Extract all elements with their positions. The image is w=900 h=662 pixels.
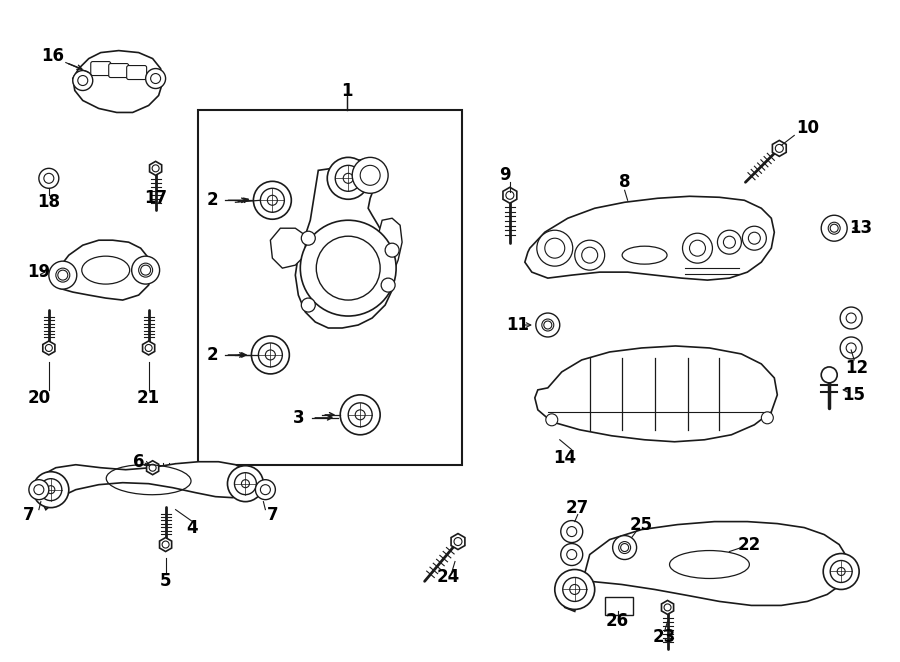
Circle shape — [301, 220, 396, 316]
Text: 10: 10 — [796, 119, 819, 138]
Text: 5: 5 — [160, 573, 171, 591]
Polygon shape — [43, 341, 55, 355]
Polygon shape — [73, 50, 163, 113]
Circle shape — [561, 520, 582, 543]
Circle shape — [821, 367, 837, 383]
Circle shape — [146, 69, 166, 89]
Circle shape — [29, 480, 49, 500]
Circle shape — [717, 230, 742, 254]
Polygon shape — [147, 461, 158, 475]
Bar — [605, 597, 633, 616]
Text: 3: 3 — [292, 409, 304, 427]
Polygon shape — [378, 218, 402, 290]
Text: 9: 9 — [500, 166, 510, 184]
Text: 15: 15 — [842, 386, 866, 404]
Circle shape — [545, 414, 558, 426]
Circle shape — [561, 544, 582, 565]
Text: 23: 23 — [652, 628, 676, 646]
Text: 27: 27 — [566, 498, 590, 516]
Text: 8: 8 — [619, 173, 630, 191]
Text: 19: 19 — [27, 263, 50, 281]
Circle shape — [824, 553, 859, 589]
Text: 1: 1 — [341, 81, 353, 99]
Circle shape — [381, 278, 395, 292]
Text: 17: 17 — [144, 189, 167, 207]
Circle shape — [536, 313, 560, 337]
Polygon shape — [560, 522, 847, 612]
Polygon shape — [149, 162, 162, 175]
Text: 7: 7 — [266, 506, 278, 524]
Circle shape — [742, 226, 766, 250]
Circle shape — [33, 472, 68, 508]
Text: 14: 14 — [554, 449, 576, 467]
Circle shape — [39, 168, 58, 188]
Text: 18: 18 — [37, 193, 60, 211]
FancyBboxPatch shape — [91, 62, 111, 75]
FancyBboxPatch shape — [127, 66, 147, 79]
Polygon shape — [772, 140, 787, 156]
Circle shape — [302, 231, 315, 245]
FancyBboxPatch shape — [109, 64, 129, 77]
Circle shape — [575, 240, 605, 270]
Polygon shape — [295, 158, 395, 328]
Circle shape — [841, 337, 862, 359]
Polygon shape — [535, 346, 778, 442]
Text: 16: 16 — [41, 46, 64, 65]
Text: 26: 26 — [606, 612, 629, 630]
Text: 22: 22 — [738, 536, 761, 553]
Polygon shape — [451, 534, 465, 549]
Polygon shape — [525, 197, 774, 280]
Circle shape — [761, 412, 773, 424]
Text: 2: 2 — [207, 346, 219, 364]
Text: 6: 6 — [133, 453, 144, 471]
Circle shape — [302, 298, 315, 312]
Circle shape — [821, 215, 847, 241]
Polygon shape — [53, 240, 153, 300]
Polygon shape — [503, 187, 517, 203]
Circle shape — [340, 395, 380, 435]
Circle shape — [256, 480, 275, 500]
Circle shape — [49, 261, 76, 289]
Text: 25: 25 — [630, 516, 653, 534]
Circle shape — [554, 569, 595, 610]
Text: 24: 24 — [436, 569, 460, 587]
Text: 13: 13 — [850, 219, 873, 237]
Polygon shape — [270, 228, 305, 268]
Polygon shape — [39, 461, 252, 510]
Circle shape — [352, 158, 388, 193]
Circle shape — [385, 243, 399, 257]
Circle shape — [73, 71, 93, 91]
Circle shape — [131, 256, 159, 284]
Circle shape — [328, 158, 369, 199]
Circle shape — [613, 536, 636, 559]
Text: 4: 4 — [186, 518, 198, 537]
Circle shape — [254, 181, 292, 219]
Circle shape — [841, 307, 862, 329]
Circle shape — [536, 230, 572, 266]
Text: 7: 7 — [23, 506, 35, 524]
Text: 11: 11 — [507, 316, 529, 334]
Circle shape — [251, 336, 289, 374]
Polygon shape — [662, 600, 673, 614]
Circle shape — [228, 465, 264, 502]
Text: 2: 2 — [207, 191, 219, 209]
Text: 20: 20 — [27, 389, 50, 407]
Text: 21: 21 — [137, 389, 160, 407]
Bar — [197, 111, 462, 465]
Text: 12: 12 — [846, 359, 868, 377]
Circle shape — [682, 233, 713, 263]
Polygon shape — [142, 341, 155, 355]
Polygon shape — [159, 538, 172, 551]
